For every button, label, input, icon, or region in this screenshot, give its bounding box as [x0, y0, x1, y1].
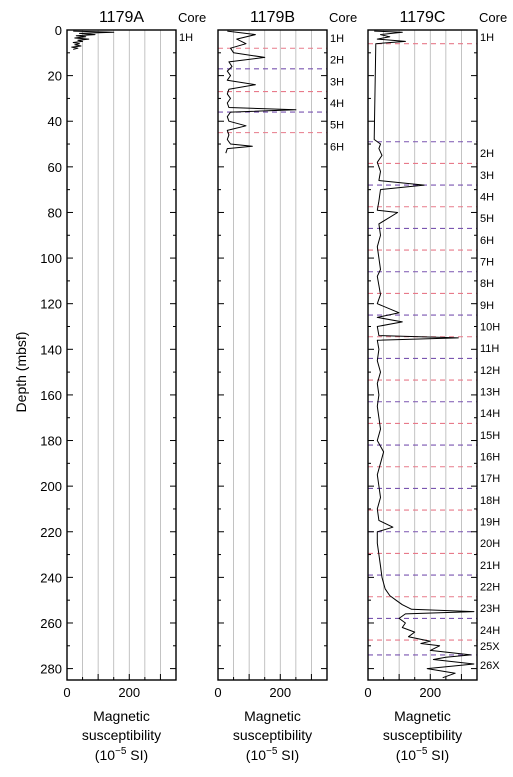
- core-label: 14H: [480, 408, 500, 420]
- susceptibility-trace: [225, 30, 297, 154]
- susceptibility-trace: [373, 30, 475, 679]
- core-label: 19H: [480, 516, 500, 528]
- x-axis-label-line2: susceptibility: [233, 727, 312, 743]
- y-tick-label: 40: [48, 114, 62, 129]
- y-tick-label: 180: [40, 434, 62, 449]
- panel-title: 1179B: [250, 9, 295, 26]
- panel-1179C: 0 200 1179C Core 1H 2H 3H 4H 5H 6H 7H 8H 9H 10H 11H 12H…: [364, 9, 507, 763]
- y-tick-label: 20: [48, 69, 62, 84]
- plot-frame: [217, 29, 328, 681]
- x-tick-label: 0: [214, 685, 221, 700]
- core-label: 23H: [480, 603, 500, 615]
- x-axis-label-line2: susceptibility: [82, 727, 161, 743]
- core-label: 8H: [480, 278, 494, 290]
- y-tick-label: 260: [40, 616, 62, 631]
- x-tick-label: 0: [364, 685, 371, 700]
- core-label: 22H: [480, 581, 500, 593]
- panel-title: 1179A: [99, 9, 144, 26]
- depth-axis-label: Depth (mbsf): [13, 332, 29, 413]
- core-label: 6H: [480, 235, 494, 247]
- core-label: 15H: [480, 430, 500, 442]
- core-label: 11H: [480, 343, 499, 355]
- y-tick-label: 160: [40, 388, 62, 403]
- core-label: 1H: [480, 32, 494, 44]
- panel-1179A: 0 200 0 20 40 60 80 100 120 140 160 180 200 220 240 260…: [40, 9, 206, 763]
- panel-1179B: 0 200 1179B Core 1H 2H 3H 4H 5H 6H Magnetic suscept…: [214, 9, 357, 763]
- core-label: 4H: [330, 98, 344, 110]
- core-label: 7H: [480, 256, 494, 268]
- plot-frame: [66, 29, 177, 681]
- unit-exponent: −5: [115, 746, 127, 757]
- core-header: Core: [479, 10, 507, 25]
- core-label: 26X: [480, 660, 500, 672]
- core-label: 9H: [480, 300, 494, 312]
- unit-exponent: −5: [266, 746, 278, 757]
- core-label: 21H: [480, 560, 500, 572]
- core-label: 4H: [480, 191, 494, 203]
- y-tick-label: 200: [40, 479, 62, 494]
- core-label: 1H: [179, 32, 193, 44]
- panels: 0 200 0 20 40 60 80 100 120 140 160 180 200 220 240 260…: [40, 9, 507, 763]
- y-tick-label: 60: [48, 160, 62, 175]
- core-label: 1H: [330, 33, 344, 45]
- core-label: 13H: [480, 386, 500, 398]
- x-axis-unit: (10−5 SI): [95, 746, 148, 763]
- y-tick-label: 220: [40, 525, 62, 540]
- unit-base: (10: [246, 747, 266, 763]
- plot-frame: [367, 29, 478, 681]
- x-tick-label: 200: [118, 685, 140, 700]
- y-tick-label: 100: [40, 251, 62, 266]
- core-label: 10H: [480, 321, 500, 333]
- x-axis-label-line1: Magnetic: [394, 708, 451, 724]
- core-label: 16H: [480, 451, 500, 463]
- core-label: 24H: [480, 625, 500, 637]
- core-label: 3H: [330, 76, 344, 88]
- x-tick-label: 200: [269, 685, 291, 700]
- core-header: Core: [329, 10, 357, 25]
- y-tick-label: 240: [40, 570, 62, 585]
- unit-base: (10: [95, 747, 115, 763]
- x-axis-unit: (10−5 SI): [396, 746, 449, 763]
- x-axis-label-line2: susceptibility: [383, 727, 462, 743]
- core-label: 5H: [330, 120, 344, 132]
- core-header: Core: [178, 10, 206, 25]
- core-label: 20H: [480, 538, 500, 550]
- x-axis-unit: (10−5 SI): [246, 746, 299, 763]
- y-tick-label: 80: [48, 205, 62, 220]
- x-tick-label: 200: [419, 685, 441, 700]
- x-axis-label-line1: Magnetic: [93, 708, 150, 724]
- core-label: 25X: [480, 641, 500, 653]
- y-tick-label: 120: [40, 297, 62, 312]
- x-tick-label: 0: [63, 685, 70, 700]
- y-tick-label: 280: [40, 662, 62, 677]
- panel-title: 1179C: [400, 9, 446, 26]
- y-tick-label: 140: [40, 342, 62, 357]
- core-label: 6H: [330, 141, 344, 153]
- unit-base: (10: [396, 747, 416, 763]
- core-label: 2H: [330, 55, 344, 67]
- core-label: 18H: [480, 495, 500, 507]
- unit-suffix: SI): [277, 747, 299, 763]
- x-axis-label-line1: Magnetic: [244, 708, 301, 724]
- core-label: 5H: [480, 213, 494, 225]
- unit-suffix: SI): [427, 747, 449, 763]
- core-label: 2H: [480, 148, 494, 160]
- core-label: 3H: [480, 170, 494, 182]
- y-tick-label: 0: [55, 23, 62, 38]
- unit-suffix: SI): [126, 747, 148, 763]
- core-label: 17H: [480, 473, 500, 485]
- unit-exponent: −5: [416, 746, 428, 757]
- susceptibility-trace: [71, 30, 115, 50]
- core-label: 12H: [480, 365, 500, 377]
